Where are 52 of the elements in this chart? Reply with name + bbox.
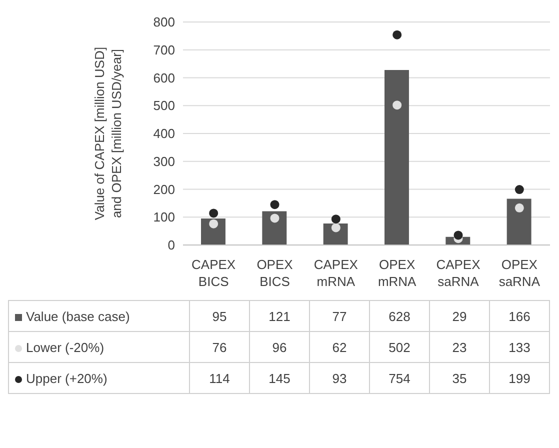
x-tick-label: OPEX BICS [256, 257, 294, 289]
y-tick-label: 600 [153, 70, 175, 86]
data-label: 754 [370, 362, 430, 394]
bar [262, 211, 287, 245]
legend-label: Value (base case) [8, 300, 190, 332]
y-axis-title: Value of CAPEX [million USD] and OPEX [million USD/year] [92, 46, 124, 220]
legend-label: Upper (+20%) [8, 362, 190, 394]
data-label: 29 [430, 300, 490, 332]
point [209, 219, 218, 228]
y-tick-label: 500 [153, 98, 175, 114]
point [331, 223, 340, 232]
y-tick-label: 100 [153, 210, 175, 225]
legend-label: Lower (-20%) [8, 332, 190, 362]
data-label: 199 [490, 362, 550, 394]
data-label: 502 [370, 332, 430, 362]
point [209, 208, 218, 218]
data-label: 35 [430, 362, 490, 394]
data-label: 145 [250, 362, 310, 394]
point [514, 203, 524, 212]
data-label: 628 [370, 300, 430, 332]
bar [201, 218, 226, 245]
point [270, 214, 280, 223]
data-label: 23 [430, 332, 490, 362]
bar [506, 198, 532, 245]
y-tick-label: 300 [153, 154, 175, 169]
x-tick-label: OPEX saRNA [498, 257, 540, 289]
y-tick-label: 800 [153, 14, 175, 30]
data-label: 95 [190, 300, 250, 332]
point [270, 200, 280, 210]
data-label: 62 [310, 332, 370, 362]
x-tick-label: CAPEX saRNA [436, 257, 481, 289]
bar [384, 70, 409, 245]
data-label: 114 [190, 362, 250, 394]
data-label: 93 [310, 362, 370, 394]
x-tick-label: CAPEX mRNA [314, 257, 358, 289]
x-tick-label: OPEX mRNA [378, 257, 417, 289]
data-label: 166 [490, 300, 550, 332]
data-label: 133 [490, 332, 550, 362]
point [331, 214, 340, 224]
data-label: 76 [190, 332, 250, 362]
data-label: 121 [250, 300, 310, 332]
point [454, 230, 463, 240]
point [392, 30, 402, 40]
y-tick-label: 200 [153, 182, 175, 197]
y-tick-label: 400 [153, 126, 175, 142]
point [514, 185, 524, 194]
y-tick-label: 700 [153, 42, 175, 58]
data-label: 77 [310, 300, 370, 332]
y-tick-label: 0 [168, 238, 175, 253]
x-tick-label: CAPEX BICS [192, 257, 236, 289]
data-label: 96 [250, 332, 310, 362]
point [392, 100, 402, 110]
